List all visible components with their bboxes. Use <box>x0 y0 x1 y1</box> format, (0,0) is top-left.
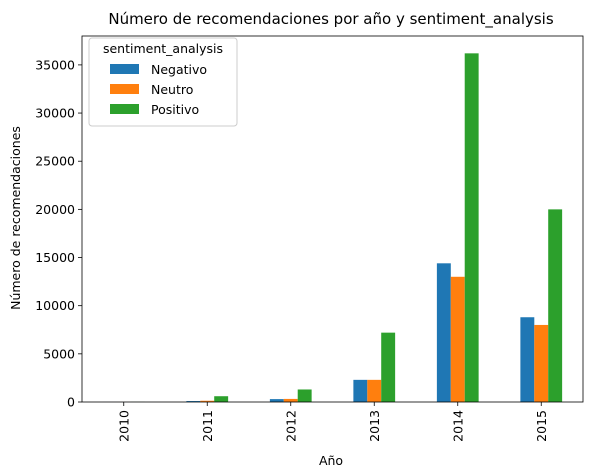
x-tick-label: 2015 <box>534 410 549 442</box>
y-tick-label: 0 <box>67 395 75 410</box>
bar-negativo-2011 <box>186 401 201 402</box>
legend: sentiment_analysis Negativo Neutro Positivo <box>88 37 238 127</box>
series-positivo <box>130 53 563 403</box>
bar-neutro-2011 <box>200 400 215 402</box>
plot-frame <box>81 35 584 403</box>
legend-label-neutro: Neutro <box>151 82 193 97</box>
bar-negativo-2015 <box>520 317 535 402</box>
x-tick-label: 2014 <box>450 410 465 442</box>
bar-neutro-2015 <box>534 324 549 402</box>
y-tick-label: 20000 <box>35 202 75 217</box>
x-tick-label: 2013 <box>367 410 382 442</box>
y-tick-label: 30000 <box>35 106 75 121</box>
y-axis-label: Número de recomendaciones <box>8 126 23 310</box>
bar-positivo-2015 <box>548 209 563 402</box>
legend-swatch-neutro <box>110 84 139 94</box>
bar-positivo-2011 <box>214 396 229 402</box>
plot-area: 0 5000 10000 15000 20000 25000 30000 35000 2010 2… <box>35 35 584 442</box>
bar-neutro-2014 <box>450 276 465 402</box>
legend-swatch-positivo <box>110 104 139 114</box>
bar-negativo-2014 <box>436 263 451 402</box>
bar-positivo-2012 <box>297 389 312 402</box>
x-axis-label: Año <box>319 453 343 468</box>
legend-label-positivo: Positivo <box>151 102 199 117</box>
bar-negativo-2012 <box>269 399 284 402</box>
x-tick-label: 2010 <box>116 410 131 442</box>
y-tick-label: 35000 <box>35 57 75 72</box>
bar-positivo-2013 <box>381 332 396 402</box>
bar-neutro-2013 <box>367 379 382 402</box>
series-negativo <box>102 263 535 402</box>
bar-positivo-2014 <box>464 53 479 403</box>
x-tick-label: 2011 <box>200 410 215 442</box>
bar-neutro-2012 <box>283 398 298 402</box>
y-tick-label: 25000 <box>35 154 75 169</box>
legend-swatch-negativo <box>110 64 139 74</box>
legend-title: sentiment_analysis <box>103 41 223 56</box>
x-tick-label: 2012 <box>283 410 298 442</box>
chart-title: Número de recomendaciones por año y sent… <box>108 10 553 29</box>
y-tick-label: 5000 <box>43 346 75 361</box>
y-tick-label: 15000 <box>35 250 75 265</box>
y-tick-label: 10000 <box>35 298 75 313</box>
series-neutro <box>116 276 549 402</box>
legend-label-negativo: Negativo <box>151 62 207 77</box>
bar-negativo-2013 <box>353 379 368 402</box>
